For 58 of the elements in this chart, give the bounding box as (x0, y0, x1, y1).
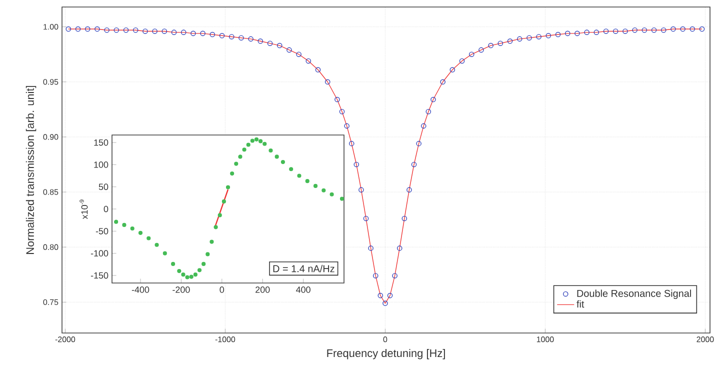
point (242, 148, 246, 152)
y-tick-label: 50 (98, 184, 108, 190)
y-tick-label: 0 (104, 206, 108, 212)
point (177, 268, 182, 274)
point (185, 275, 190, 280)
point (218, 213, 222, 218)
point (171, 262, 176, 266)
point (122, 222, 126, 227)
point (254, 137, 259, 142)
x-tick-label: -400 (132, 286, 150, 293)
y-tick-label: -100 (90, 250, 108, 256)
point (206, 252, 210, 256)
point (202, 262, 206, 266)
point (114, 220, 118, 224)
point (193, 272, 198, 277)
point (146, 236, 151, 240)
point (210, 240, 214, 244)
point (313, 184, 318, 188)
x-tick-label: -200 (172, 286, 190, 293)
point (274, 154, 279, 159)
y-tick-label: 100 (94, 162, 108, 168)
point (280, 160, 285, 164)
point (246, 142, 250, 147)
point (154, 242, 159, 247)
point (197, 268, 202, 272)
y-tick-label: 150 (94, 139, 108, 146)
legend-label: Double Resonance Signal (577, 290, 691, 299)
point (226, 185, 230, 190)
point (330, 192, 334, 196)
x-tick-label: 200 (256, 286, 270, 293)
y-tick-label: -50 (96, 228, 108, 234)
point (238, 154, 242, 159)
point (162, 251, 167, 256)
point (262, 142, 267, 146)
x-tick-label: 400 (296, 286, 310, 293)
annotation: D = 1.4 nA/Hz (273, 264, 334, 272)
point (322, 188, 326, 192)
point (340, 196, 344, 201)
point (189, 274, 194, 279)
point (230, 172, 234, 176)
point (305, 179, 310, 184)
point (250, 138, 254, 143)
point (138, 230, 143, 235)
point (130, 226, 134, 231)
legend-label: fit (576, 300, 584, 308)
point (222, 199, 226, 204)
point (297, 174, 302, 178)
point (258, 139, 263, 144)
point (289, 167, 294, 172)
y-axis-title: Normalized transmission [arb. unit] (26, 86, 36, 254)
point (268, 148, 273, 153)
point (214, 225, 218, 230)
x-axis-title: Frequency detuning [Hz] (327, 349, 445, 360)
y-tick-label: -150 (90, 272, 108, 279)
y-axis-title: x10$^{-9}$ (80, 200, 88, 220)
x-tick-label: 0 (220, 286, 224, 293)
point (181, 272, 186, 277)
point (234, 162, 238, 166)
